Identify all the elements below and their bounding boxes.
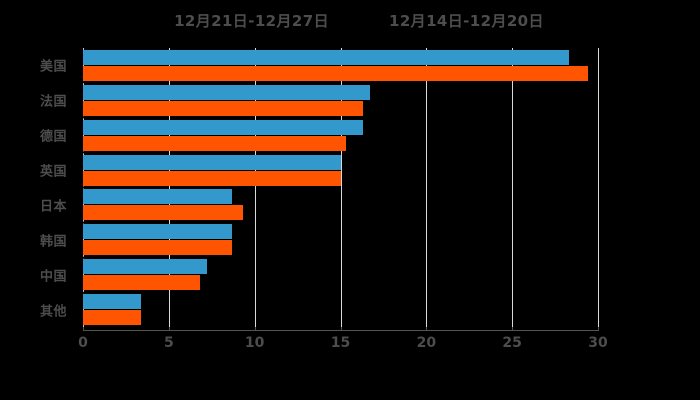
bar-group (83, 84, 598, 116)
gridline-30 (598, 48, 599, 327)
y-tick-label: 日本 (39, 199, 67, 215)
bar[interactable] (83, 310, 142, 326)
legend-entry-series-0[interactable]: 12月21日-12月27日 (156, 10, 329, 31)
y-tick-label: 其他 (39, 304, 67, 320)
bar[interactable] (83, 65, 588, 81)
x-tick (598, 327, 599, 331)
bars-layer (83, 48, 598, 327)
bar[interactable] (83, 100, 363, 116)
bar[interactable] (83, 49, 569, 65)
bar[interactable] (83, 154, 341, 170)
legend-label-series-1: 12月14日-12月20日 (389, 11, 544, 30)
bar[interactable] (83, 259, 207, 275)
bar-group (83, 154, 598, 186)
x-tick (512, 327, 514, 331)
bar[interactable] (83, 205, 243, 221)
bar[interactable] (83, 170, 341, 186)
legend-entry-series-1[interactable]: 12月14日-12月20日 (371, 10, 544, 31)
x-tick (168, 327, 170, 331)
x-tick (340, 327, 342, 331)
bar[interactable] (83, 189, 233, 205)
x-tick-label: 25 (502, 335, 522, 351)
x-tick-label: 5 (163, 335, 174, 351)
legend-label-series-0: 12月21日-12月27日 (174, 11, 329, 30)
bar[interactable] (83, 135, 346, 151)
y-tick-label: 德国 (39, 129, 67, 145)
y-tick-label: 英国 (39, 164, 67, 180)
x-tick-label: 30 (588, 335, 608, 351)
bar[interactable] (83, 275, 200, 291)
bar[interactable] (83, 84, 370, 100)
y-tick-label: 中国 (39, 269, 67, 285)
x-tick-label: 10 (244, 335, 265, 351)
x-tick (83, 327, 84, 331)
bar[interactable] (83, 224, 233, 240)
plot-area (83, 48, 599, 327)
bar-group (83, 49, 598, 81)
y-tick-label: 韩国 (39, 234, 67, 250)
y-tick-label: 美国 (39, 59, 67, 75)
bar-group (83, 259, 598, 291)
x-tick (254, 327, 256, 331)
x-tick-label: 20 (416, 335, 437, 351)
legend-marker-circle-icon (156, 15, 167, 26)
y-tick-label: 法国 (39, 94, 67, 110)
x-tick-label: 0 (78, 335, 88, 351)
bar-group (83, 224, 598, 256)
bar[interactable] (83, 119, 363, 135)
x-tick (426, 327, 428, 331)
bar[interactable] (83, 240, 233, 256)
bar[interactable] (83, 294, 142, 310)
y-axis: 美国法国德国英国日本韩国中国其他 (0, 48, 77, 327)
legend-marker-square-icon (371, 15, 382, 26)
bar-group (83, 189, 598, 221)
bar-group (83, 294, 598, 326)
chart-legend: 12月21日-12月27日 12月14日-12月20日 (0, 8, 700, 32)
x-tick-label: 15 (330, 335, 351, 351)
bar-group (83, 119, 598, 151)
